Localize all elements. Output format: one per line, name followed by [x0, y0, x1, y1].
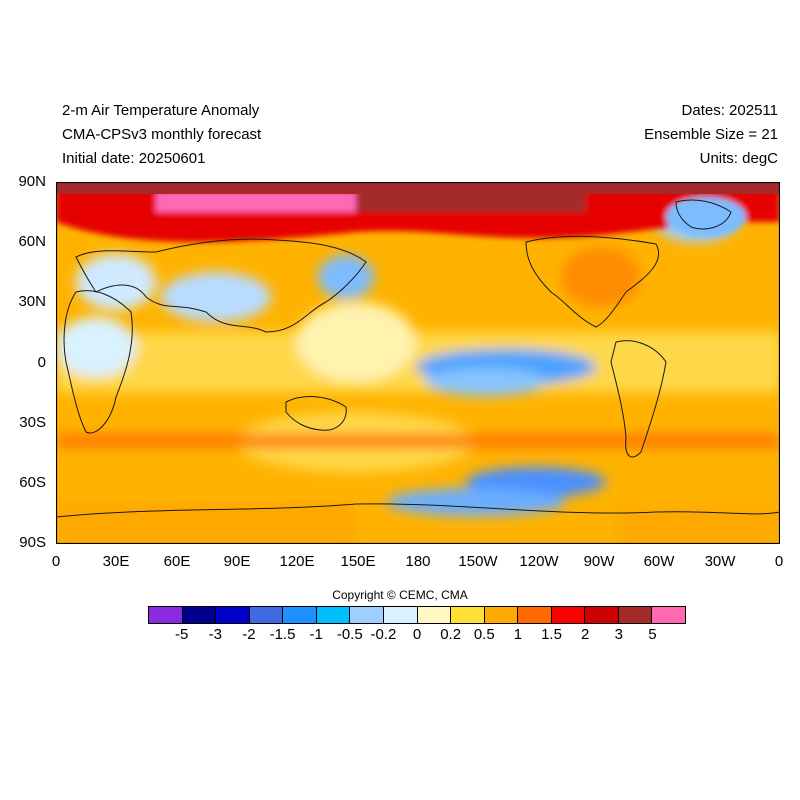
antarctica-east-warm: [616, 507, 780, 544]
colorbar-swatch: [484, 607, 519, 623]
lon-label-150e: 150E: [340, 553, 376, 570]
lat-label-0: 0: [37, 354, 46, 371]
anomaly-map: [56, 182, 780, 544]
colorbar-swatch: [249, 607, 284, 623]
lon-label-150w: 150W: [458, 553, 498, 570]
central-asia-cool: [161, 272, 271, 322]
southern-ocean-warm-band: [56, 434, 780, 448]
colorbar-label: 0: [412, 626, 422, 643]
canada-cool: [666, 197, 746, 237]
lon-label-120w: 120W: [519, 553, 559, 570]
colorbar-swatch: [451, 607, 485, 623]
north-america-warm: [561, 247, 641, 307]
africa-cool: [56, 317, 136, 377]
colorbar-label: 1.5: [541, 626, 562, 643]
lat-label-30n: 30N: [18, 293, 46, 310]
colorbar-label: 2: [580, 626, 590, 643]
colorbar-swatch: [350, 607, 384, 623]
colorbar-label: -1: [309, 626, 323, 643]
colorbar-swatch: [216, 607, 250, 623]
lat-label-60n: 60N: [18, 233, 46, 250]
maritime-continent-mild: [296, 302, 416, 382]
colorbar-label: -2: [242, 626, 256, 643]
colorbar-swatch: [149, 607, 183, 623]
lat-label-90s: 90S: [19, 534, 46, 551]
lat-label-90n: 90N: [18, 173, 46, 190]
lon-label-30e: 30E: [102, 553, 130, 570]
japan-cool: [318, 255, 374, 299]
colorbar-label: -3: [208, 626, 222, 643]
forecast-dates: Dates: 202511: [681, 102, 778, 119]
colorbar-swatch: [182, 607, 217, 623]
lat-label-30s: 30S: [19, 414, 46, 431]
antarctica-warm: [56, 502, 356, 544]
europe-cool: [76, 254, 156, 310]
lat-label-60s: 60S: [19, 474, 46, 491]
tropics-warm-band: [56, 332, 780, 392]
lon-label-360: 0: [774, 553, 784, 570]
eastern-pacific-cool: [426, 368, 546, 396]
colorbar-label: -0.2: [370, 626, 397, 643]
colorbar: [148, 606, 686, 624]
ensemble-size: Ensemble Size = 21: [644, 126, 778, 143]
coastlines: [56, 199, 780, 518]
ross-sea-cold: [386, 488, 566, 516]
colorbar-swatch: [316, 607, 351, 623]
colorbar-swatch: [283, 607, 317, 623]
colorbar-swatch: [518, 607, 552, 623]
lon-label-30w: 30W: [704, 553, 736, 570]
map-border: [56, 182, 780, 544]
lon-label-180: 180: [405, 553, 431, 570]
lon-label-90e: 90E: [223, 553, 251, 570]
colorbar-label: -5: [174, 626, 189, 643]
map-title: 2-m Air Temperature Anomaly: [62, 102, 260, 119]
colorbar-swatch: [618, 607, 653, 623]
anomaly-field: [56, 182, 780, 544]
colorbar-label: 0.5: [473, 626, 495, 643]
barents-extreme-warm: [156, 192, 356, 212]
lon-label-60e: 60E: [163, 553, 191, 570]
colorbar-swatch: [417, 607, 452, 623]
copyright-notice: Copyright © CEMC, CMA: [332, 588, 468, 602]
lon-label-60w: 60W: [643, 553, 675, 570]
model-name: CMA-CPSv3 monthly forecast: [62, 126, 262, 143]
lon-label-120e: 120E: [279, 553, 315, 570]
colorbar-swatch: [551, 607, 586, 623]
colorbar-label: -1.5: [269, 626, 296, 643]
colorbar-label: 0.2: [440, 626, 462, 643]
lon-label-90w: 90W: [583, 553, 615, 570]
initial-date: Initial date: 20250601: [62, 150, 206, 167]
colorbar-label: 3: [614, 626, 623, 643]
colorbar-swatch: [585, 607, 619, 623]
lon-label-0: 0: [51, 553, 61, 570]
colorbar-label: 1: [513, 626, 523, 643]
colorbar-swatch: [383, 607, 418, 623]
colorbar-swatch: [652, 607, 685, 623]
colorbar-label: 5: [648, 626, 657, 643]
units-label: Units: degC: [699, 150, 778, 167]
colorbar-label: -0.5: [336, 626, 363, 643]
